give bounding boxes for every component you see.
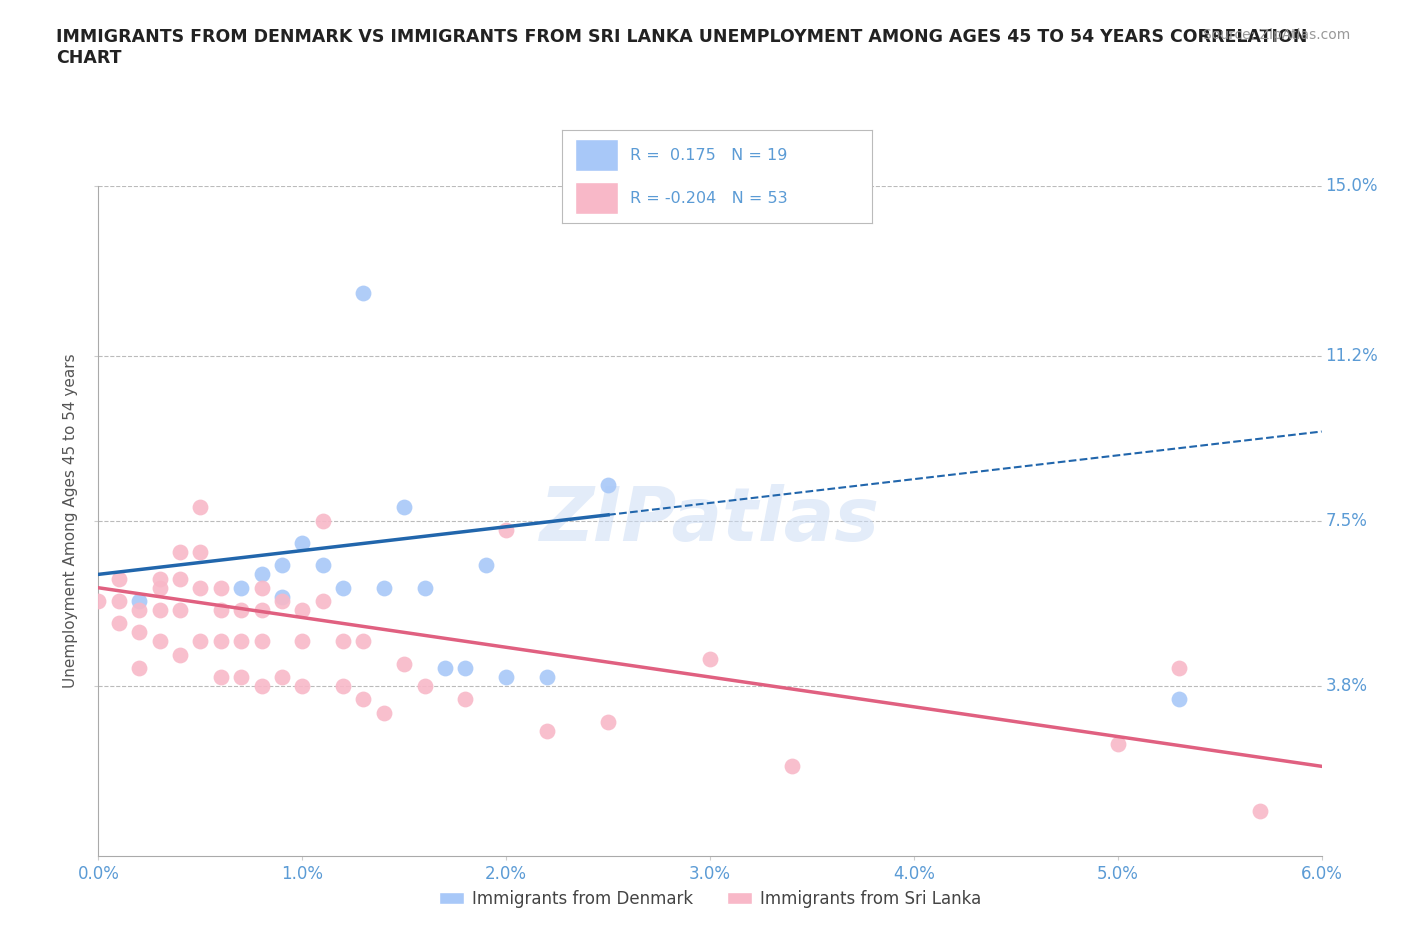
Point [352, 692, 374, 707]
Point [332, 679, 354, 694]
Text: R = -0.204   N = 53: R = -0.204 N = 53 [630, 191, 789, 206]
Point [108, 593, 131, 608]
Point [188, 500, 212, 515]
Point [536, 670, 558, 684]
Point [1167, 692, 1189, 707]
Point [231, 580, 253, 595]
Point [270, 590, 292, 604]
Point [149, 603, 172, 618]
Point [311, 513, 335, 528]
Point [291, 603, 314, 618]
Point [332, 580, 354, 595]
Point [188, 545, 212, 560]
Point [352, 634, 374, 649]
Point [188, 634, 212, 649]
Point [392, 657, 416, 671]
Point [392, 500, 416, 515]
Point [250, 580, 273, 595]
Point [231, 634, 253, 649]
Point [250, 603, 273, 618]
Point [311, 593, 335, 608]
Point [373, 580, 395, 595]
Text: ZIPatlas: ZIPatlas [540, 485, 880, 557]
Point [209, 634, 232, 649]
Point [1107, 737, 1129, 751]
Point [474, 558, 498, 573]
Point [291, 536, 314, 551]
Point [250, 634, 273, 649]
Point [250, 679, 273, 694]
Point [209, 603, 232, 618]
Point [495, 670, 517, 684]
Point [598, 714, 620, 729]
FancyBboxPatch shape [575, 182, 619, 214]
Point [169, 603, 191, 618]
Point [87, 593, 110, 608]
Point [128, 625, 150, 640]
Point [128, 593, 150, 608]
Point [250, 567, 273, 582]
FancyBboxPatch shape [575, 140, 619, 171]
Point [598, 478, 620, 493]
Point [495, 523, 517, 538]
Point [128, 660, 150, 675]
Point [536, 724, 558, 738]
Point [433, 660, 456, 675]
Point [311, 558, 335, 573]
Point [332, 634, 354, 649]
Point [699, 652, 721, 667]
Point [270, 593, 292, 608]
Y-axis label: Unemployment Among Ages 45 to 54 years: Unemployment Among Ages 45 to 54 years [63, 353, 79, 688]
Point [780, 759, 803, 774]
Point [1249, 804, 1271, 818]
Point [454, 660, 477, 675]
Point [128, 603, 150, 618]
Text: 11.2%: 11.2% [1326, 347, 1378, 365]
Point [413, 679, 436, 694]
Point [169, 571, 191, 586]
Point [291, 679, 314, 694]
Point [149, 634, 172, 649]
Point [270, 558, 292, 573]
Point [231, 670, 253, 684]
Point [454, 692, 477, 707]
Legend: Immigrants from Denmark, Immigrants from Sri Lanka: Immigrants from Denmark, Immigrants from… [432, 883, 988, 914]
Point [169, 545, 191, 560]
Point [209, 580, 232, 595]
Point [373, 705, 395, 720]
Point [1167, 660, 1189, 675]
Point [149, 580, 172, 595]
Text: IMMIGRANTS FROM DENMARK VS IMMIGRANTS FROM SRI LANKA UNEMPLOYMENT AMONG AGES 45 : IMMIGRANTS FROM DENMARK VS IMMIGRANTS FR… [56, 28, 1308, 67]
Point [209, 670, 232, 684]
Point [149, 571, 172, 586]
Text: R =  0.175   N = 19: R = 0.175 N = 19 [630, 148, 787, 163]
Point [291, 634, 314, 649]
Text: 3.8%: 3.8% [1326, 677, 1367, 695]
Point [108, 616, 131, 631]
Point [108, 571, 131, 586]
Point [169, 647, 191, 662]
Point [188, 580, 212, 595]
Point [352, 286, 374, 300]
Text: 15.0%: 15.0% [1326, 177, 1378, 195]
Text: 7.5%: 7.5% [1326, 512, 1367, 530]
Point [413, 580, 436, 595]
Text: Source: ZipAtlas.com: Source: ZipAtlas.com [1202, 28, 1350, 42]
Point [231, 603, 253, 618]
Point [270, 670, 292, 684]
